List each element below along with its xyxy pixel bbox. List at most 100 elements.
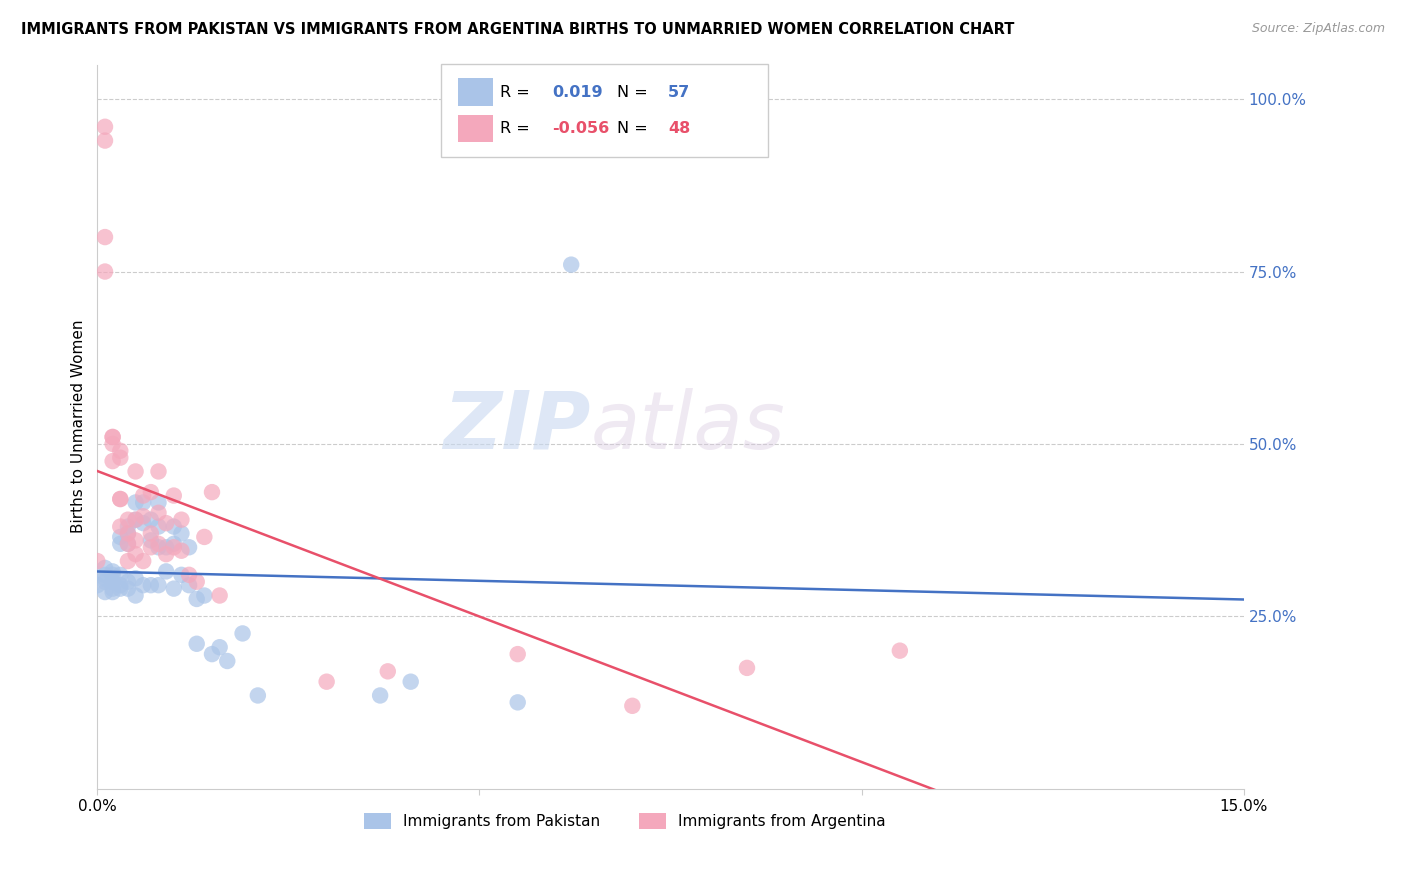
Point [94,134,117,148]
Point [889,643,911,657]
Point [155,547,177,561]
Point [163,537,186,551]
Point [148,495,170,509]
Point [124,465,146,479]
Point [201,485,224,500]
Point [163,519,186,533]
Point [101,567,124,582]
Point [139,578,162,592]
Point [124,571,146,585]
Point [124,495,146,509]
Point [139,533,162,548]
Text: ZIP: ZIP [443,388,591,466]
Point [110,491,132,506]
Point [186,637,208,651]
Point [315,674,337,689]
Legend: Immigrants from Pakistan, Immigrants from Argentina: Immigrants from Pakistan, Immigrants fro… [357,807,891,835]
Point [170,567,193,582]
Point [101,437,124,451]
Point [148,519,170,533]
Point [110,519,132,533]
Bar [458,78,494,106]
Point [560,258,582,272]
Point [232,626,254,640]
Point [186,574,208,589]
Point [124,533,146,548]
Point [110,567,132,582]
Text: R =: R = [499,121,534,136]
Point [94,561,117,575]
Point [94,264,117,278]
Point [110,450,132,465]
Text: N =: N = [617,121,652,136]
Y-axis label: Births to Unmarried Women: Births to Unmarried Women [72,320,86,533]
Point [124,513,146,527]
Point [170,513,193,527]
Point [110,530,132,544]
Point [117,526,139,541]
Point [201,647,224,661]
Point [124,589,146,603]
Text: Source: ZipAtlas.com: Source: ZipAtlas.com [1251,22,1385,36]
Point [117,519,139,533]
Point [132,578,155,592]
Text: N =: N = [617,85,652,100]
Point [117,537,139,551]
Point [110,491,132,506]
Point [101,454,124,468]
Point [208,640,231,655]
Point [399,674,422,689]
Point [94,574,117,589]
Point [148,578,170,592]
Point [101,430,124,444]
Point [124,513,146,527]
Point [117,513,139,527]
Point [117,582,139,596]
Point [170,526,193,541]
Text: 0.019: 0.019 [553,85,603,100]
Point [132,509,155,524]
Point [163,489,186,503]
Point [177,567,200,582]
Point [735,661,758,675]
Point [132,554,155,568]
Point [101,574,124,589]
Point [117,574,139,589]
Point [139,541,162,555]
Point [139,526,162,541]
Text: atlas: atlas [591,388,785,466]
Text: IMMIGRANTS FROM PAKISTAN VS IMMIGRANTS FROM ARGENTINA BIRTHS TO UNMARRIED WOMEN : IMMIGRANTS FROM PAKISTAN VS IMMIGRANTS F… [21,22,1015,37]
Point [148,541,170,555]
Point [155,565,177,579]
Point [217,654,239,668]
Point [101,574,124,589]
Point [186,591,208,606]
Point [139,485,162,500]
Point [117,537,139,551]
Point [163,582,186,596]
Point [132,516,155,530]
Point [148,465,170,479]
Point [94,571,117,585]
Point [117,554,139,568]
Point [208,589,231,603]
Text: -0.056: -0.056 [553,121,610,136]
Point [193,589,215,603]
Point [94,120,117,134]
Text: 57: 57 [668,85,690,100]
Point [110,578,132,592]
Point [101,430,124,444]
Point [94,567,117,582]
Point [148,506,170,520]
Point [110,443,132,458]
Point [94,230,117,244]
Point [117,526,139,541]
Point [86,578,108,592]
Point [86,554,108,568]
Point [110,582,132,596]
Point [506,695,529,709]
Text: 48: 48 [668,121,690,136]
Point [101,585,124,599]
Point [110,537,132,551]
Bar [458,115,494,142]
